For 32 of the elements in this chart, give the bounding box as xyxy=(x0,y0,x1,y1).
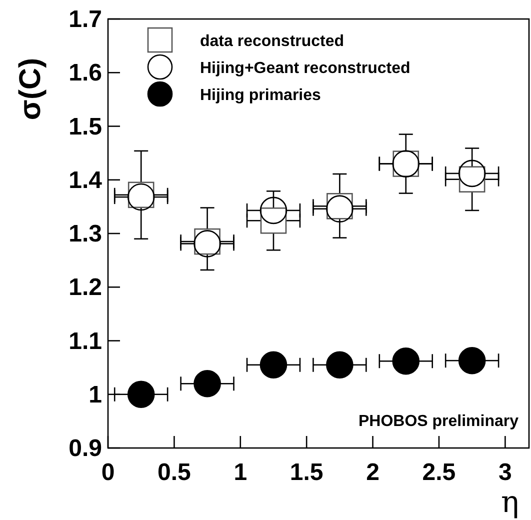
y-tick-label: 1.3 xyxy=(68,220,102,248)
legend-label: Hijing+Geant reconstructed xyxy=(200,60,410,77)
x-tick-label: 0 xyxy=(101,459,115,486)
point xyxy=(260,196,288,224)
legend-label: Hijing primaries xyxy=(200,87,322,104)
point xyxy=(458,346,486,374)
x-tick-label: 0.5 xyxy=(158,459,191,486)
point xyxy=(458,166,486,192)
point xyxy=(194,370,221,398)
y-tick-label: 1.7 xyxy=(68,6,102,33)
y-tick-label: 1.6 xyxy=(68,60,102,87)
y-tick-label: 1 xyxy=(88,381,102,408)
point xyxy=(127,380,155,408)
annotation: PHOBOS preliminary xyxy=(358,413,519,430)
y-tick-label: 1.2 xyxy=(68,274,102,302)
y-axis-title: σ(C) xyxy=(14,58,47,120)
x-tick-label: 1.5 xyxy=(290,459,324,486)
point xyxy=(260,351,288,379)
point xyxy=(260,207,287,234)
point xyxy=(326,351,354,379)
legend-label: data reconstructed xyxy=(200,33,344,50)
point xyxy=(458,160,486,188)
y-tick-label: 1.1 xyxy=(68,328,102,355)
x-axis-title: η xyxy=(501,485,519,520)
x-tick-label: 2.5 xyxy=(422,459,456,486)
x-tick-label: 3 xyxy=(498,459,512,486)
point xyxy=(392,347,420,375)
x-tick-label: 2 xyxy=(366,459,380,486)
y-tick-label: 1.4 xyxy=(68,166,103,194)
y-tick-label: 0.9 xyxy=(68,435,102,462)
x-tick-label: 1 xyxy=(234,459,248,486)
y-tick-label: 1.5 xyxy=(68,113,102,140)
